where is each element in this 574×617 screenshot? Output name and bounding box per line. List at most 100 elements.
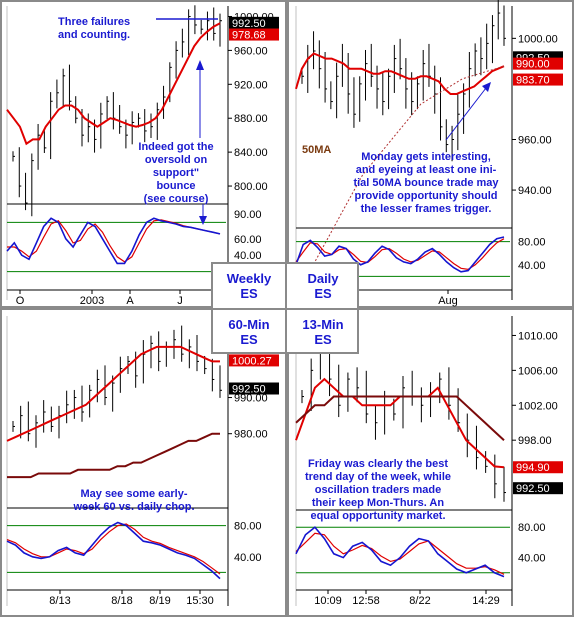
daily-ytick-label-1: 960.00 xyxy=(518,134,552,146)
weekly-arrow-up-head xyxy=(196,60,204,70)
legend-60min: 60-Min ES xyxy=(213,310,285,354)
min60-ytick-label-1: 980.00 xyxy=(234,429,268,441)
weekly-annotation-side-1: Indeed got the xyxy=(138,141,213,153)
weekly-ytick-label-3: 880.00 xyxy=(234,113,268,125)
min13-xtick-label-2: 8/22 xyxy=(409,595,430,607)
weekly-annotation-top-1: Three failures xyxy=(58,16,130,28)
min60-value-label-bg-1 xyxy=(229,382,279,395)
daily-value-label-bg-2 xyxy=(513,73,563,86)
min60-xtick-label-2: 8/19 xyxy=(149,595,170,607)
legend-60min-label: 60-Min xyxy=(228,317,270,332)
min60-osc-tick-label-1: 40.00 xyxy=(234,552,262,564)
min13-ma-fast-line xyxy=(295,377,505,469)
daily-osc-tick-label-1: 40.00 xyxy=(518,260,546,272)
min13-ytick-label-0: 1010.00 xyxy=(518,330,558,342)
min13-ytick-label-2: 1002.00 xyxy=(518,400,558,412)
min60-osc-tick-label-0: 80.00 xyxy=(234,521,262,533)
min60-ma-slow-line xyxy=(7,432,220,479)
daily-annotation-5: the lesser frames trigger. xyxy=(361,203,492,215)
weekly-annotation-side-2: oversold on xyxy=(145,154,208,166)
daily-osc-fast-line xyxy=(295,236,505,273)
min60-annotation-2: week 60 vs. daily chop. xyxy=(72,501,194,513)
weekly-osc-slow-line xyxy=(7,219,221,263)
weekly-osc-tick-label-2: 40.00 xyxy=(234,250,262,262)
legend-weekly: Weekly ES xyxy=(213,264,285,308)
weekly-xtick-label-3: J xyxy=(177,295,183,307)
min13-annotation-3: oscillation traders made xyxy=(315,484,442,496)
min13-ytick-label-1: 1006.00 xyxy=(518,365,558,377)
panel-60min: 990.00 980.00 80.00 40.00 8/13 8/18 8/19 15:30 1… xyxy=(6,316,279,607)
daily-value-label-2: 983.70 xyxy=(516,75,550,87)
min60-value-label-bg-0 xyxy=(229,354,279,367)
min13-osc-fast-line xyxy=(295,526,505,578)
min13-osc-slow-line xyxy=(295,532,505,575)
legend-weekly-symbol: ES xyxy=(240,286,258,301)
daily-ma50-label: 50MA xyxy=(302,144,331,156)
legend-13min-symbol: ES xyxy=(314,332,332,347)
weekly-xtick-label-1: 2003 xyxy=(80,295,104,307)
min60-value-label-1: 992.50 xyxy=(232,384,266,396)
min13-value-label-0: 994.90 xyxy=(516,462,550,474)
daily-annotation-2: and eyeing at least one ini- xyxy=(356,164,497,176)
legend-daily-symbol: ES xyxy=(314,286,332,301)
weekly-value-label-0: 992.50 xyxy=(232,18,266,30)
min60-value-label-0: 1000.27 xyxy=(232,355,272,367)
weekly-ytick-label-2: 920.00 xyxy=(234,79,268,91)
min13-annotation-1: Friday was clearly the best xyxy=(308,458,448,470)
daily-ma-fast-line xyxy=(295,52,505,95)
legend-divider-h xyxy=(213,308,357,310)
weekly-osc-tick-label-1: 60.00 xyxy=(234,234,262,246)
weekly-arrow-down-head xyxy=(199,216,207,225)
weekly-xtick-label-0: O xyxy=(16,295,25,307)
legend-daily-label: Daily xyxy=(307,271,339,286)
panel-13min: 1010.00 1006.00 1002.00 998.00 80.00 40.00 10:… xyxy=(295,316,563,607)
legend-13min-label: 13-Min xyxy=(302,317,344,332)
min13-annotation-4: their keep Mon-Thurs. An xyxy=(312,497,444,509)
panel-weekly: 1000.00960.00920.00880.00840.00800.0090.… xyxy=(6,5,279,307)
min60-osc-slow-line xyxy=(6,523,221,575)
weekly-osc-tick-label-0: 90.00 xyxy=(234,209,262,221)
min13-value-label-bg-1 xyxy=(513,482,563,495)
legend-weekly-label: Weekly xyxy=(226,271,272,286)
min13-xtick-label-1: 12:58 xyxy=(352,595,380,607)
daily-value-label-bg-1 xyxy=(513,57,563,70)
weekly-ma-fast-line xyxy=(6,22,221,146)
daily-annotation-1: Monday gets interesting, xyxy=(361,151,491,163)
weekly-annotation-side-5: (see course) xyxy=(144,193,209,205)
min13-osc-tick-label-0: 80.00 xyxy=(518,522,546,534)
daily-ytick-label-2: 940.00 xyxy=(518,185,552,197)
daily-osc-tick-label-0: 80.00 xyxy=(518,237,546,249)
daily-ytick-label-0: 1000.00 xyxy=(518,33,558,45)
legend-daily: Daily ES xyxy=(287,264,359,308)
weekly-ytick-label-1: 960.00 xyxy=(234,45,268,57)
weekly-value-label-bg-1 xyxy=(229,28,279,41)
min13-value-label-bg-0 xyxy=(513,461,563,474)
weekly-annotation-side-3: support" xyxy=(153,167,199,179)
min60-annotation-1: May see some early- xyxy=(80,488,187,500)
daily-annotation-3: tial 50MA bounce trade may xyxy=(353,177,499,189)
weekly-annotation-side-4: bounce xyxy=(156,180,195,192)
weekly-xtick-label-2: A xyxy=(126,295,134,307)
daily-value-label-1: 990.00 xyxy=(516,59,550,71)
weekly-ytick-label-5: 800.00 xyxy=(234,181,268,193)
daily-ma50-line xyxy=(295,65,505,292)
legend-13min: 13-Min ES xyxy=(287,310,359,354)
weekly-value-label-bg-0 xyxy=(229,16,279,29)
min13-annotation-5: equal opportunity market. xyxy=(310,510,445,522)
min60-xtick-label-0: 8/13 xyxy=(49,595,70,607)
min13-value-label-1: 992.50 xyxy=(516,483,550,495)
daily-annotation-4: provide opportunity should xyxy=(355,190,498,202)
panel-daily: 1000.00960.00940.0080.0040.00Aug992.5099… xyxy=(295,0,563,307)
daily-arrow-line xyxy=(445,87,487,141)
min60-osc-fast-line xyxy=(6,521,221,580)
weekly-ytick-label-4: 840.00 xyxy=(234,147,268,159)
timeframe-legend: Weekly ES Daily ES 60-Min ES 13-Min ES xyxy=(211,262,359,354)
legend-60min-symbol: ES xyxy=(240,332,258,347)
daily-xtick-label-0: Aug xyxy=(438,295,458,307)
weekly-osc-fast-line xyxy=(6,217,221,265)
min13-annotation-2: trend day of the week, while xyxy=(305,471,451,483)
min60-ytick-label-0: 990.00 xyxy=(234,393,268,405)
daily-arrow-head xyxy=(482,82,491,92)
min13-ytick-label-3: 998.00 xyxy=(518,435,552,447)
